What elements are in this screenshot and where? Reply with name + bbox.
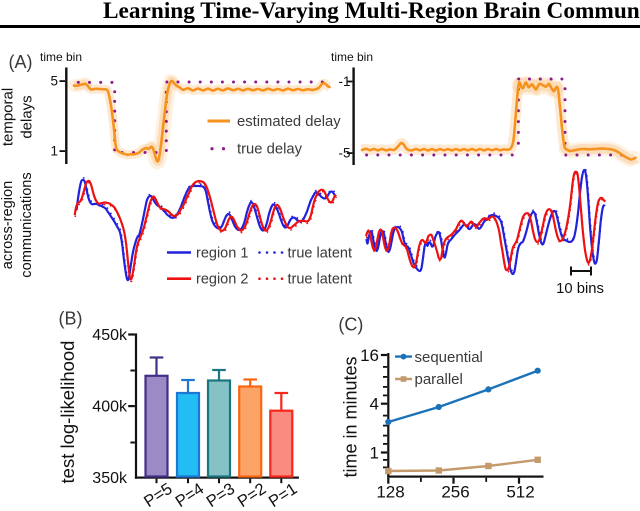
svg-text:communications: communications [19, 172, 35, 277]
svg-text:512: 512 [506, 483, 534, 502]
svg-text:true delay: true delay [237, 142, 303, 158]
svg-text:-5: -5 [338, 145, 350, 160]
svg-text:128: 128 [376, 483, 404, 502]
svg-text:true latent: true latent [288, 246, 353, 262]
svg-text:delays: delays [19, 95, 36, 138]
svg-text:-1: -1 [338, 74, 350, 89]
svg-text:450k: 450k [92, 327, 128, 344]
svg-text:true latent: true latent [288, 272, 353, 288]
svg-text:parallel: parallel [415, 371, 463, 388]
svg-text:region 1: region 1 [196, 246, 248, 262]
svg-text:region 2: region 2 [196, 272, 248, 288]
svg-text:time bin: time bin [40, 50, 82, 64]
svg-text:1: 1 [50, 144, 58, 159]
svg-text:sequential: sequential [415, 349, 483, 366]
svg-text:P=1: P=1 [266, 480, 301, 511]
svg-text:temporal: temporal [0, 88, 17, 146]
svg-text:350k: 350k [92, 470, 128, 487]
svg-text:estimated delay: estimated delay [237, 114, 341, 130]
svg-text:P=5: P=5 [141, 480, 176, 511]
svg-text:P=4: P=4 [172, 480, 207, 511]
svg-text:400k: 400k [92, 399, 128, 416]
svg-text:(C): (C) [338, 315, 363, 335]
svg-text:10 bins: 10 bins [556, 281, 604, 297]
svg-text:4: 4 [370, 395, 379, 414]
svg-text:16: 16 [360, 346, 379, 365]
svg-text:test log-likelihood: test log-likelihood [57, 341, 78, 484]
svg-text:time bin: time bin [331, 50, 373, 64]
svg-text:(A): (A) [9, 52, 33, 72]
svg-text:1: 1 [370, 443, 379, 462]
svg-text:P=2: P=2 [235, 480, 270, 511]
svg-text:(B): (B) [59, 309, 83, 329]
svg-text:across-region: across-region [0, 181, 16, 269]
svg-text:256: 256 [441, 483, 469, 502]
svg-text:time in minutes: time in minutes [341, 356, 361, 477]
svg-text:P=3: P=3 [203, 480, 238, 511]
svg-text:5: 5 [50, 74, 58, 89]
